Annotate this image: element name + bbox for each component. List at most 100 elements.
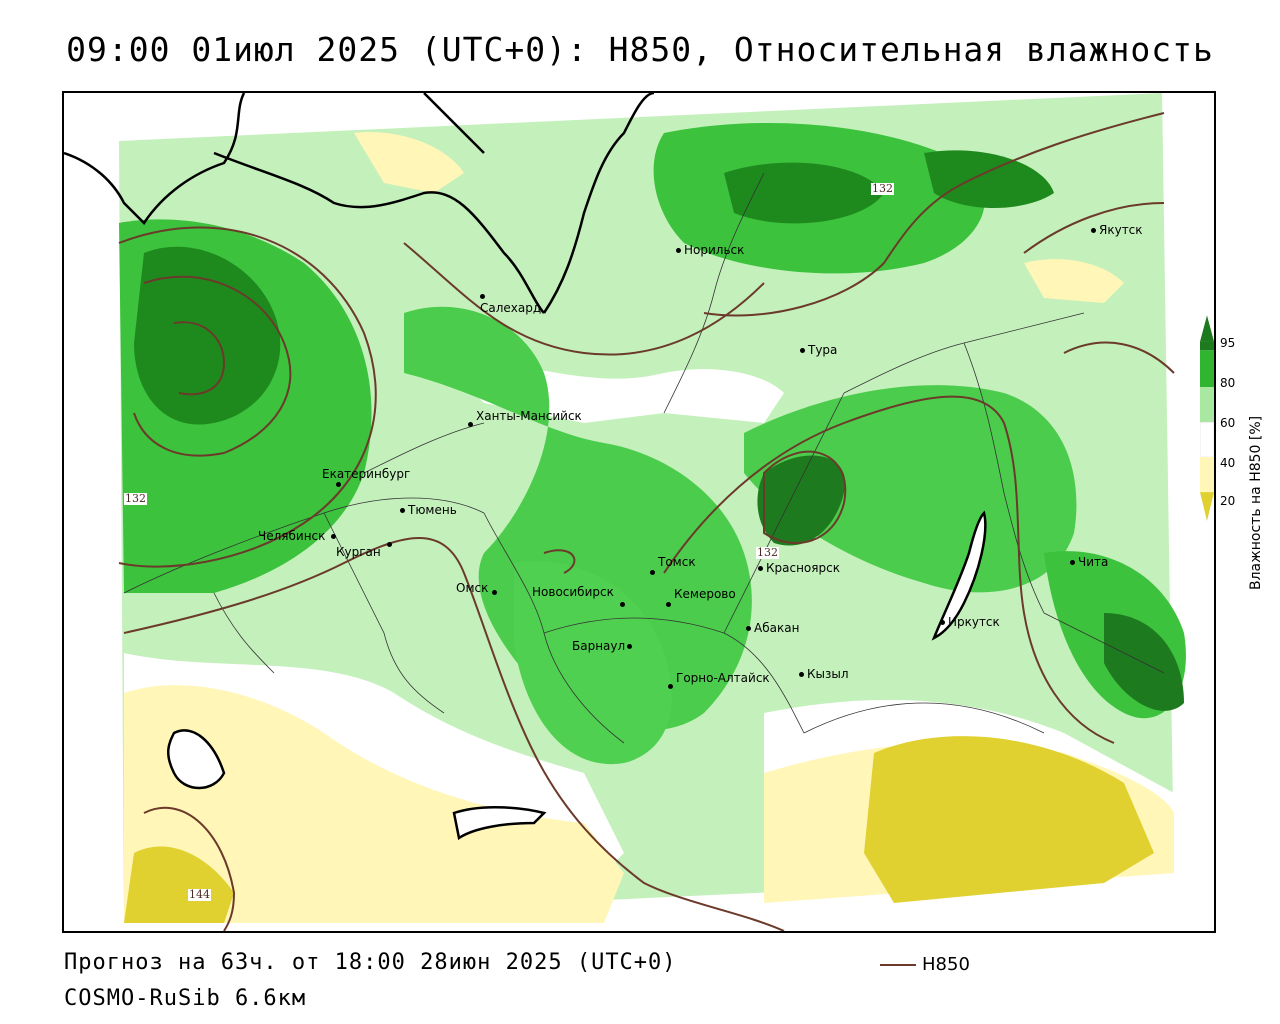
legend-tick: 20 (1220, 494, 1236, 508)
city-name: Иркутск (948, 615, 1000, 629)
city-name: Кызыл (807, 667, 849, 681)
city-marker (676, 248, 681, 253)
humidity-area-95 (724, 162, 884, 224)
h850-isolines (118, 112, 1175, 931)
isoline-label: 144 (188, 888, 211, 901)
legend-tick: 95 (1220, 336, 1236, 350)
city-marker (668, 684, 673, 689)
city-marker (400, 508, 405, 513)
city-marker (799, 672, 804, 677)
city-label: Горно-Алтайск (668, 671, 770, 689)
isoline-label: 132 (871, 182, 894, 195)
city-label: Ханты-Мансийск (468, 409, 582, 431)
humidity-area-80 (514, 561, 672, 765)
city-label: Челябинск (258, 529, 339, 543)
h850-key-line (880, 964, 916, 966)
coastline (423, 93, 485, 154)
h850-key-label: H850 (922, 954, 970, 975)
city-label: Курган (336, 542, 395, 559)
city-name: Томск (658, 555, 696, 569)
city-label: Кызыл (799, 667, 849, 681)
legend-tick: 40 (1220, 456, 1236, 470)
city-name: Новосибирск (532, 585, 614, 599)
city-label: Красноярск (758, 561, 840, 575)
map-area: 132 132 132 144 Салехард Норильск Якутск… (62, 91, 1216, 933)
legend-title: Влажность на H850 [%] (1248, 415, 1264, 590)
humidity-area-80 (404, 306, 752, 731)
humidity-area-20 (354, 132, 464, 193)
city-marker (666, 602, 671, 607)
city-marker (331, 534, 337, 539)
coastline (64, 93, 246, 225)
city-name: Барнаул (572, 639, 626, 653)
map-title: 09:00 01июл 2025 (UTC+0): H850, Относите… (66, 30, 1214, 69)
city-label: Томск (650, 555, 696, 575)
humidity-area-0 (124, 846, 234, 923)
city-marker (480, 294, 485, 299)
humidity-area-80 (744, 385, 1077, 593)
model-name: COSMO-RuSib 6.6км (64, 986, 307, 1011)
city-name: Ханты-Мансийск (476, 409, 582, 423)
city-marker (468, 422, 473, 427)
forecast-info: Прогноз на 63ч. от 18:00 28июн 2025 (UTC… (64, 950, 677, 975)
city-name: Якутск (1099, 223, 1143, 237)
city-label: Норильск (676, 243, 744, 257)
lake (167, 729, 226, 790)
city-marker (746, 626, 751, 631)
city-name: Норильск (684, 243, 745, 257)
city-name: Курган (336, 545, 381, 559)
city-label: Барнаул (572, 639, 635, 653)
city-name: Челябинск (258, 529, 326, 543)
city-marker (800, 348, 805, 353)
humidity-field (64, 93, 1214, 931)
city-name: Тюмень (408, 503, 457, 517)
legend-tick: 80 (1220, 376, 1236, 390)
city-name: Салехард (480, 301, 542, 315)
isoline-label: 132 (124, 492, 147, 505)
lake (452, 805, 547, 841)
city-marker (1091, 228, 1096, 233)
city-marker (492, 590, 498, 595)
city-name: Кемерово (674, 587, 736, 601)
city-marker (758, 566, 763, 571)
legend-colorbar (1200, 315, 1214, 521)
city-label: Салехард (480, 289, 549, 315)
city-name: Омск (456, 581, 489, 595)
lake-baikal (931, 510, 987, 641)
city-marker (650, 570, 655, 575)
isoline-label: 132 (756, 546, 779, 559)
city-label: Омск (456, 581, 500, 595)
city-marker (627, 644, 633, 649)
humidity-area-0 (864, 736, 1154, 903)
city-name: Екатеринбург (322, 467, 411, 481)
city-label: Тура (800, 343, 837, 357)
city-label: Кемерово (666, 587, 736, 607)
humidity-area-20 (1024, 259, 1124, 303)
city-name: Чита (1078, 555, 1109, 569)
city-label: Екатеринбург (322, 467, 432, 491)
city-label: Абакан (746, 621, 799, 635)
city-label: Чита (1070, 555, 1108, 569)
city-marker (940, 620, 945, 625)
city-label: Тюмень (400, 503, 457, 517)
humidity-legend: 95 80 60 40 20 (1198, 300, 1278, 600)
coastline (542, 93, 655, 314)
city-label: Иркутск (940, 615, 1000, 629)
city-marker (1070, 560, 1075, 565)
city-marker (386, 542, 392, 547)
humidity-area-95 (924, 150, 1054, 208)
city-name: Горно-Алтайск (676, 671, 770, 685)
admin-borders (123, 172, 1165, 744)
humidity-area-95 (1104, 613, 1184, 711)
humidity-area-20 (124, 685, 624, 923)
city-marker (619, 602, 625, 607)
city-marker (336, 482, 341, 487)
coastline (213, 151, 545, 314)
humidity-area-95 (134, 246, 281, 425)
city-name: Красноярск (766, 561, 840, 575)
city-label: Якутск (1091, 223, 1143, 237)
city-name: Тура (808, 343, 838, 357)
legend-tick: 60 (1220, 416, 1236, 430)
city-label: Новосибирск (532, 585, 628, 607)
city-name: Абакан (754, 621, 800, 635)
